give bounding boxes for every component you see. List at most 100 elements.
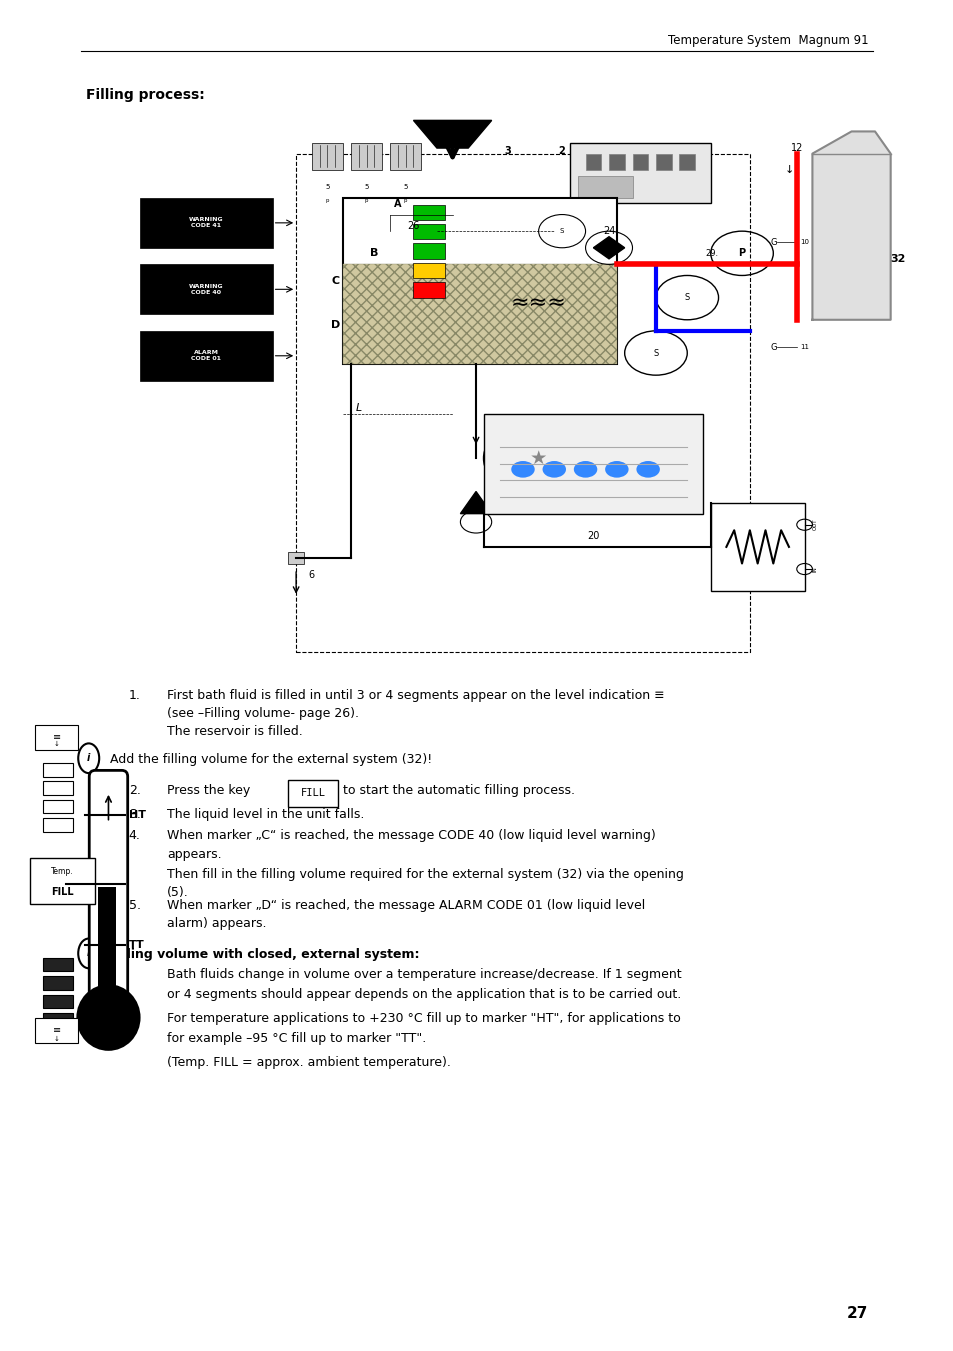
Text: alarm) appears.: alarm) appears. <box>167 917 266 929</box>
Text: ≡: ≡ <box>52 1025 61 1035</box>
Text: 3.: 3. <box>129 808 140 820</box>
Circle shape <box>574 461 597 478</box>
Text: ★: ★ <box>529 449 547 467</box>
Text: S: S <box>559 228 563 234</box>
Text: ≡: ≡ <box>52 732 61 742</box>
Bar <box>413 204 444 220</box>
Text: 4.: 4. <box>129 830 140 843</box>
Text: For temperature applications to +230 °C fill up to marker "HT", for applications: For temperature applications to +230 °C … <box>167 1012 680 1025</box>
Text: WARNING
CODE 41: WARNING CODE 41 <box>189 218 223 228</box>
Text: ↓: ↓ <box>53 742 60 747</box>
Text: appears.: appears. <box>167 847 221 861</box>
Circle shape <box>542 461 565 478</box>
Text: 5: 5 <box>325 184 329 190</box>
Polygon shape <box>413 120 491 149</box>
Bar <box>343 199 617 365</box>
Bar <box>413 224 444 239</box>
Text: P: P <box>738 249 745 258</box>
Text: When marker „D“ is reached, the message ALARM CODE 01 (low liquid level: When marker „D“ is reached, the message … <box>167 898 644 912</box>
Text: FILL: FILL <box>51 886 74 897</box>
Text: 5: 5 <box>449 146 456 155</box>
Circle shape <box>636 461 659 478</box>
Bar <box>632 154 647 170</box>
Text: OUT: OUT <box>812 519 817 531</box>
Text: Bath fluids change in volume over a temperature increase/decrease. If 1 segment: Bath fluids change in volume over a temp… <box>167 969 680 981</box>
Text: 5: 5 <box>364 184 368 190</box>
FancyBboxPatch shape <box>35 725 78 750</box>
Text: First bath fluid is filled in until 3 or 4 segments appear on the level indicati: First bath fluid is filled in until 3 or… <box>167 689 664 703</box>
Text: for example –95 °C fill up to marker "TT".: for example –95 °C fill up to marker "TT… <box>167 1032 426 1044</box>
Text: B: B <box>370 249 378 258</box>
Text: 6: 6 <box>309 570 314 580</box>
Bar <box>608 154 624 170</box>
Text: 11: 11 <box>800 345 809 350</box>
Text: 12: 12 <box>790 143 802 153</box>
Text: Temp.: Temp. <box>51 867 74 877</box>
Text: 5.: 5. <box>129 898 141 912</box>
Bar <box>343 265 617 365</box>
Text: HT: HT <box>129 809 146 820</box>
Text: p: p <box>325 199 329 203</box>
Bar <box>679 154 695 170</box>
FancyBboxPatch shape <box>90 770 128 1013</box>
Circle shape <box>604 461 628 478</box>
Text: 27: 27 <box>846 1305 867 1321</box>
Text: 3: 3 <box>503 146 510 155</box>
Bar <box>98 888 115 1017</box>
Bar <box>390 143 421 170</box>
Text: to start the automatic filling process.: to start the automatic filling process. <box>343 784 575 797</box>
Bar <box>656 154 671 170</box>
Text: p: p <box>403 199 407 203</box>
Text: Filling process:: Filling process: <box>86 88 204 101</box>
Text: L: L <box>355 404 361 413</box>
Text: 2.: 2. <box>129 784 140 797</box>
Text: or 4 segments should appear depends on the application that is to be carried out: or 4 segments should appear depends on t… <box>167 988 680 1001</box>
Bar <box>343 265 617 365</box>
Text: Add the filling volume for the external system (32)!: Add the filling volume for the external … <box>110 753 432 766</box>
Bar <box>44 975 72 990</box>
Bar <box>44 800 72 813</box>
Text: ALARM
CODE 01: ALARM CODE 01 <box>191 350 221 361</box>
Bar <box>44 958 72 971</box>
Text: (Temp. FILL = approx. ambient temperature).: (Temp. FILL = approx. ambient temperatur… <box>167 1055 451 1069</box>
Text: ↓: ↓ <box>783 165 793 176</box>
Text: A: A <box>394 199 401 209</box>
Bar <box>710 503 803 592</box>
Text: 24: 24 <box>602 226 615 236</box>
Text: Press the key: Press the key <box>167 784 250 797</box>
Text: (5).: (5). <box>167 886 189 898</box>
Polygon shape <box>460 492 491 513</box>
Text: C: C <box>331 276 339 286</box>
Bar <box>44 994 72 1008</box>
Circle shape <box>511 461 534 478</box>
Text: ↓: ↓ <box>53 1036 60 1042</box>
Text: Temperature System  Magnum 91: Temperature System Magnum 91 <box>667 34 867 47</box>
Bar <box>44 763 72 777</box>
Bar <box>413 282 444 297</box>
Bar <box>578 176 632 197</box>
Text: 1.: 1. <box>129 689 140 703</box>
Text: (see –Filling volume- page 26).: (see –Filling volume- page 26). <box>167 708 358 720</box>
Text: 10: 10 <box>800 239 809 246</box>
Bar <box>413 262 444 278</box>
Bar <box>139 331 273 381</box>
Bar <box>44 781 72 794</box>
Text: S: S <box>684 293 689 303</box>
Text: 26: 26 <box>407 220 419 231</box>
Bar <box>295 154 749 653</box>
FancyBboxPatch shape <box>288 780 337 807</box>
Text: S: S <box>653 349 658 358</box>
Text: Filling volume with closed, external system:: Filling volume with closed, external sys… <box>110 948 418 961</box>
Text: i: i <box>87 948 91 958</box>
Text: TT: TT <box>129 940 145 950</box>
Bar <box>351 143 382 170</box>
Text: 20: 20 <box>587 531 598 540</box>
Text: ≈≈≈: ≈≈≈ <box>510 293 566 313</box>
FancyBboxPatch shape <box>30 858 95 904</box>
Text: Then fill in the filling volume required for the external system (32) via the op: Then fill in the filling volume required… <box>167 867 683 881</box>
Bar <box>44 1013 72 1027</box>
Polygon shape <box>593 236 624 259</box>
Text: p: p <box>364 199 368 203</box>
Text: G: G <box>769 343 776 353</box>
Bar <box>44 817 72 832</box>
